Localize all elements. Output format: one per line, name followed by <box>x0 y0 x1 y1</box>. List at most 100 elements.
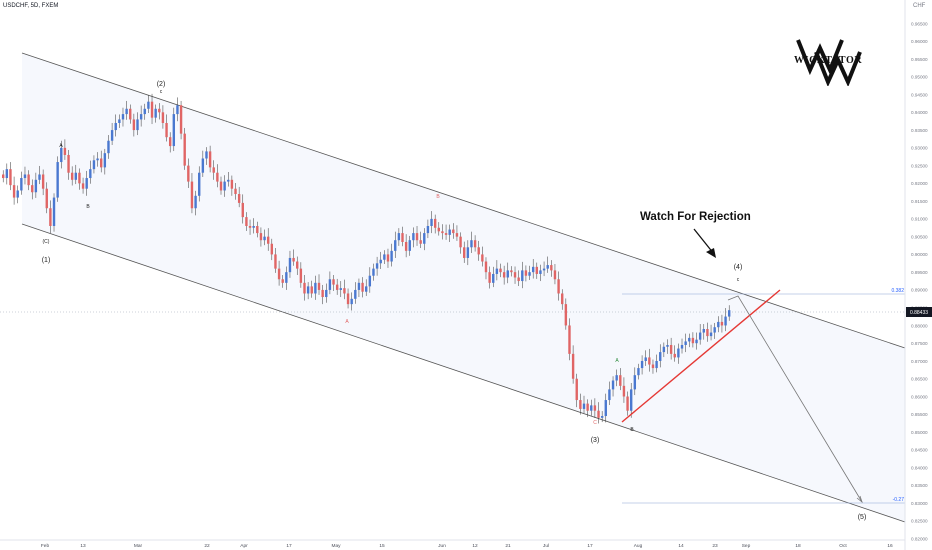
candle-up <box>205 151 208 159</box>
candle-down <box>81 183 85 189</box>
candle-up <box>688 337 691 342</box>
candle-down <box>553 270 557 280</box>
candle-up <box>136 119 139 131</box>
candle-up <box>506 270 509 278</box>
candle-up <box>252 225 255 228</box>
candle-down <box>473 240 477 248</box>
candle-up <box>74 172 77 180</box>
candle-down <box>49 208 52 226</box>
candle-up <box>521 270 524 282</box>
projection-arrowhead <box>856 495 863 504</box>
candle-down <box>510 270 513 273</box>
symbol-title[interactable]: USDCHF, 5D, FXEM <box>3 3 59 9</box>
wave-sub-label: A <box>59 143 63 149</box>
candle-down <box>303 282 306 294</box>
candle-up <box>16 190 19 198</box>
wave-label-1: (1) <box>42 257 51 264</box>
candle-up <box>702 329 705 333</box>
candle-up <box>724 316 727 326</box>
y-tick-label: 0.87000 <box>911 359 928 364</box>
candle-up <box>60 147 63 163</box>
candle-up <box>227 179 230 182</box>
candle-up <box>666 344 669 347</box>
candle-down <box>579 400 582 409</box>
projection-path <box>727 295 863 503</box>
x-tick-label: 15 <box>379 543 385 549</box>
candle-up <box>92 160 96 170</box>
candle-up <box>52 197 56 226</box>
candle-down <box>100 158 103 168</box>
candle-down <box>575 378 578 401</box>
y-tick-label: 0.82500 <box>911 519 928 524</box>
candle-down <box>386 254 390 262</box>
candle-down <box>477 247 480 255</box>
logo-w-icon <box>796 39 862 88</box>
candle-down <box>433 218 437 228</box>
x-tick-label: May <box>331 543 341 549</box>
candle-down <box>550 265 553 271</box>
candle-down <box>281 279 284 283</box>
candle-down <box>419 240 422 244</box>
wave-sub-label: B <box>86 204 90 210</box>
candle-down <box>622 385 626 397</box>
candle-up <box>426 225 430 234</box>
candle-up <box>604 400 607 417</box>
candle-up <box>611 380 615 390</box>
x-tick-label: 17 <box>286 543 292 549</box>
candle-down <box>266 236 270 244</box>
candle-up <box>695 339 698 344</box>
candle-up <box>390 250 393 262</box>
candle-down <box>619 375 622 386</box>
candle-down <box>168 137 172 147</box>
candle-up <box>590 405 593 411</box>
candle-up <box>492 273 495 283</box>
wave-label-4: (4) <box>734 264 743 271</box>
candle-up <box>368 275 372 287</box>
x-tick-label: 22 <box>204 543 210 549</box>
candle-up <box>328 279 332 290</box>
candle-down <box>256 225 259 234</box>
candle-up <box>56 162 59 198</box>
candle-down <box>335 284 339 290</box>
x-tick-label: 13 <box>80 543 86 549</box>
candle-down <box>481 254 484 262</box>
candle-down <box>219 181 223 191</box>
x-tick-label: Oct <box>839 543 847 549</box>
candle-up <box>263 236 266 241</box>
candle-up <box>38 174 41 180</box>
candle-down <box>78 172 81 184</box>
candle-down <box>444 233 448 235</box>
candle-up <box>143 108 146 115</box>
candles-group <box>2 93 731 424</box>
candle-up <box>147 101 150 109</box>
candle-up <box>354 289 357 299</box>
wave-sub-label: B <box>630 427 634 433</box>
candle-down <box>648 357 651 365</box>
wave-sub-label: A <box>345 319 349 325</box>
candle-up <box>172 114 176 147</box>
candle-up <box>201 158 205 173</box>
candle-up <box>198 172 201 196</box>
candle-down <box>463 247 466 258</box>
candle-up <box>717 321 720 328</box>
x-tick-label: 17 <box>587 543 593 549</box>
candle-down <box>568 325 571 354</box>
y-tick-label: 0.95000 <box>911 75 928 80</box>
x-tick-label: Apr <box>240 543 248 549</box>
candle-down <box>150 101 154 118</box>
candle-down <box>557 279 560 294</box>
x-tick-label: Jul <box>543 543 549 549</box>
candle-down <box>190 181 194 209</box>
y-tick-label: 0.84000 <box>911 465 928 470</box>
candle-down <box>296 261 299 269</box>
candle-down <box>571 353 575 379</box>
candle-down <box>561 293 564 305</box>
candle-down <box>441 231 444 234</box>
candle-down <box>437 227 440 232</box>
candle-up <box>372 268 375 276</box>
candle-down <box>183 133 186 166</box>
candle-down <box>27 174 30 186</box>
candle-up <box>5 169 9 179</box>
